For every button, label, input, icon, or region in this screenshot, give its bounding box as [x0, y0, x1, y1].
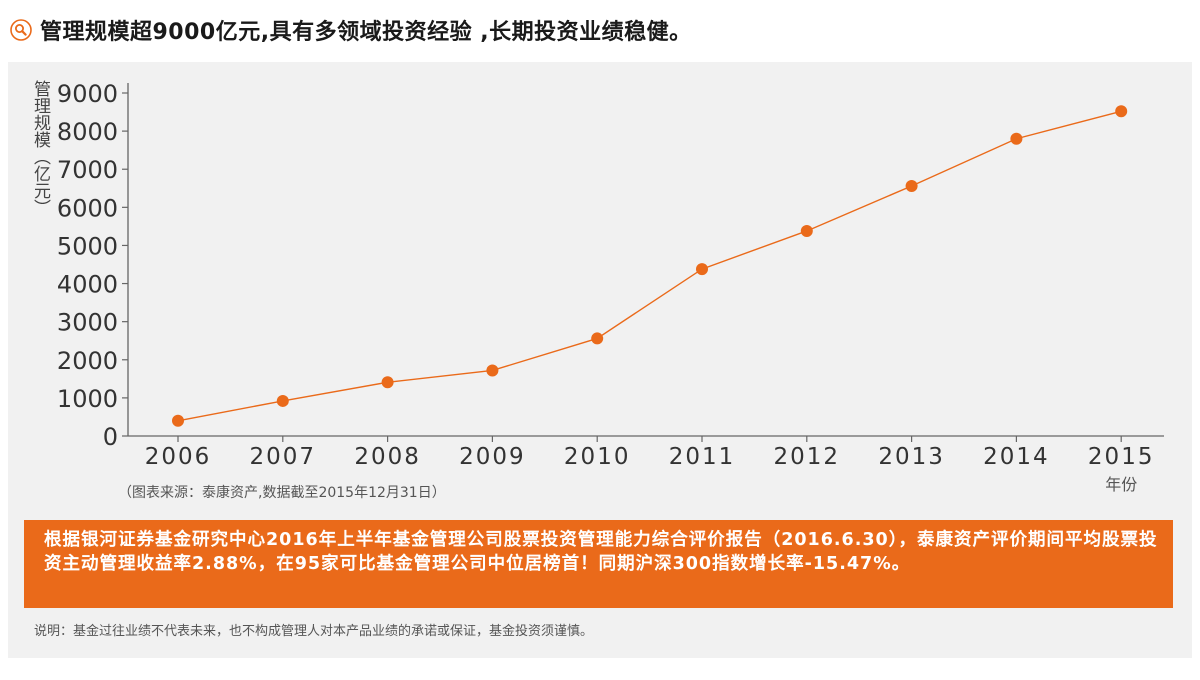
y-tick-label: 3000 [57, 309, 118, 337]
data-point [172, 414, 184, 427]
disclaimer-note: 说明：基金过往业绩不代表未来，也不构成管理人对本产品业绩的承诺或保证，基金投资须… [34, 624, 594, 639]
y-axis-label: 管理规模（亿元） [30, 80, 50, 216]
header: 管理规模超9000亿元,具有多领域投资经验 ,长期投资业绩稳健。 [10, 16, 692, 45]
series-line [177, 110, 1122, 422]
highlight-box: 根据银河证券基金研究中心2016年上半年基金管理公司股票投资管理能力综合评价报告… [24, 520, 1173, 608]
data-point [800, 224, 813, 237]
y-tick-label: 0 [103, 423, 118, 451]
x-tick-label: 2011 [669, 444, 736, 470]
page-title: 管理规模超9000亿元,具有多领域投资经验 ,长期投资业绩稳健。 [40, 20, 692, 45]
x-tick-label: 2010 [564, 444, 631, 470]
y-tick-label: 4000 [57, 271, 118, 299]
x-tick-label: 2008 [354, 444, 421, 470]
data-point [905, 179, 918, 192]
x-tick-label: 2006 [145, 444, 212, 470]
x-tick-label: 2012 [774, 444, 841, 470]
chart-source: （图表来源：泰康资产,数据截至2015年12月31日） [118, 485, 446, 501]
data-point [1115, 105, 1128, 118]
data-point [381, 376, 394, 389]
line-chart: 0 1000 2000 3000 4000 5000 6000 7000 8000 9000 200… [57, 80, 1164, 494]
x-tick-label: 2013 [878, 444, 945, 470]
y-tick-label: 1000 [57, 385, 118, 413]
y-tick-label: 7000 [57, 156, 118, 184]
x-tick-label: 2009 [459, 444, 526, 470]
x-tick-label: 2007 [250, 444, 317, 470]
y-tick-label: 6000 [57, 194, 118, 222]
x-axis-label: 年份 [1105, 475, 1137, 494]
data-point [276, 394, 289, 407]
x-tick-label: 2015 [1088, 444, 1155, 470]
data-point [486, 364, 499, 377]
data-point [1010, 132, 1023, 145]
data-point [591, 332, 604, 345]
y-tick-label: 5000 [57, 232, 118, 260]
y-tick-label: 2000 [57, 347, 118, 375]
y-tick-label: 8000 [57, 118, 118, 146]
y-tick-label: 9000 [57, 80, 118, 108]
search-icon [10, 19, 32, 41]
x-tick-label: 2014 [983, 444, 1050, 470]
data-point [696, 263, 708, 276]
